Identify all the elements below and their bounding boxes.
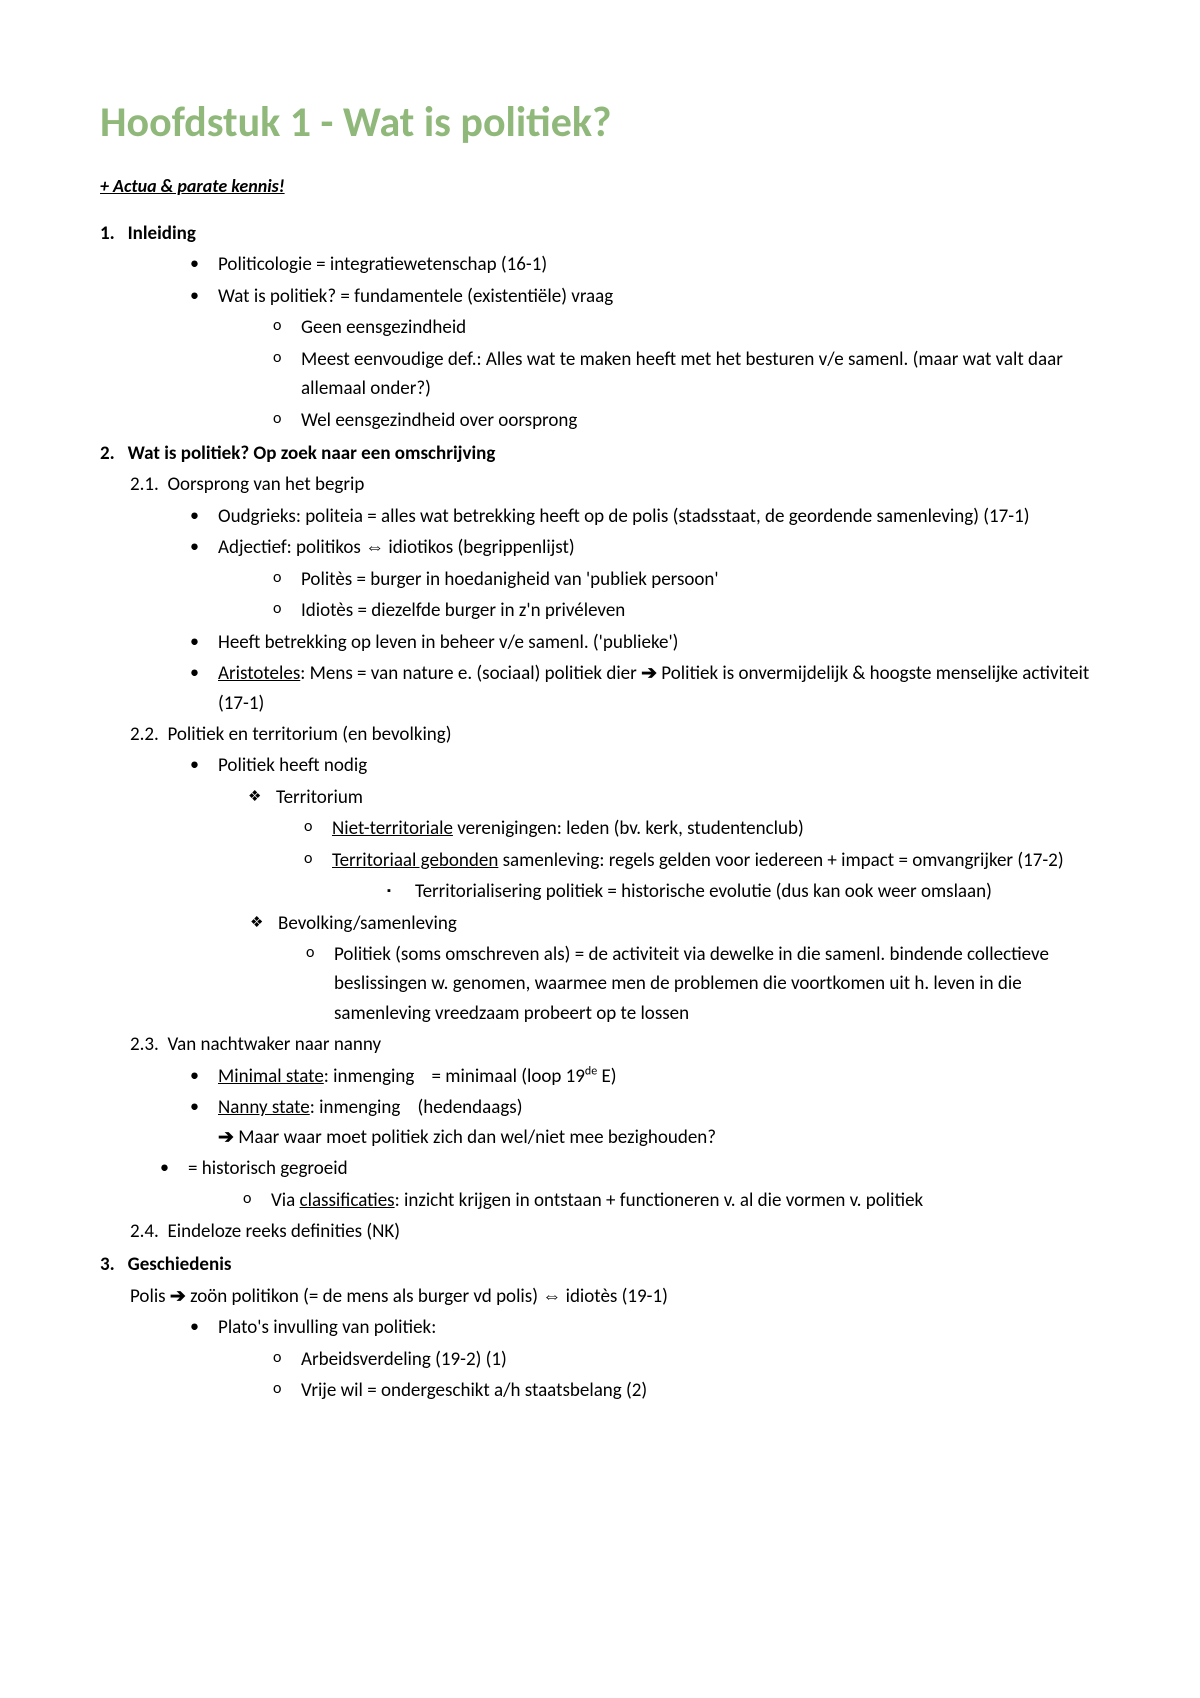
item-text: Adjectief: politikos ⇔ idiotikos (begrip… [218, 536, 575, 559]
sub-bullet-list: Politiek (soms omschreven als) = de acti… [278, 940, 1100, 1028]
sub-item: Via classificaties: inzicht krijgen in o… [243, 1186, 1100, 1215]
section-number: 2. [100, 442, 115, 465]
bullet-list: Politiek heeft nodig Territorium Niet-te… [130, 751, 1100, 906]
item-text: Politiek heeft nodig [218, 754, 367, 777]
sub-item: Geen eensgezindheid [273, 313, 1100, 342]
bullet-list: Oudgrieks: politeia = alles wat betrekki… [130, 502, 1100, 718]
item-text: : inzicht krijgen in ontstaan + function… [395, 1189, 924, 1212]
outline-list: 1. Inleiding Politicologie = integratiew… [100, 219, 1100, 1406]
list-item: Aristoteles: Mens = van nature e. (socia… [190, 659, 1100, 718]
item-text: : inmenging [310, 1096, 401, 1119]
sub-item: Niet-territoriale verenigingen: leden (b… [304, 814, 1100, 843]
sub-item: Arbeidsverdeling (19-2) (1) [273, 1345, 1100, 1374]
body-line: Polis ➔ zoön politikon (= de mens als bu… [100, 1282, 1100, 1311]
superscript: de [585, 1064, 597, 1078]
subsection-number: 2.2. [130, 723, 159, 746]
item-text: samenleving: regels gelden voor iedereen… [498, 849, 1063, 872]
sub-bullet-list: Via classificaties: inzicht krijgen in o… [188, 1186, 1100, 1215]
subtitle: + Actua & parate kennis! [100, 173, 1100, 201]
page-title: Hoofdstuk 1 - Wat is politiek? [100, 90, 1100, 155]
arrow-right-icon: ➔ [641, 662, 657, 685]
item-text: zoön politikon (= de mens als burger vd … [186, 1285, 668, 1308]
list-item: Minimal state: inmenging = minimaal (loo… [190, 1062, 1100, 1091]
sub-bullet-list: Arbeidsverdeling (19-2) (1) Vrije wil = … [218, 1345, 1100, 1406]
subsection-number: 2.1. [130, 473, 159, 496]
item-text: : Mens = van nature e. (sociaal) politie… [300, 662, 641, 685]
item-text: = historisch gegroeid [188, 1157, 348, 1180]
list-item: Politiek heeft nodig Territorium Niet-te… [190, 751, 1100, 906]
arrow-right-icon: ➔ [218, 1126, 234, 1149]
underline-text: Territoriaal gebonden [332, 849, 498, 872]
section-number: 3. [100, 1253, 115, 1276]
sub-item: Politès = burger in hoedanigheid van 'pu… [273, 565, 1100, 594]
item-text: Via [271, 1189, 300, 1212]
underline-text: Minimal state [218, 1065, 324, 1088]
sub-item: Territoriaal gebonden samenleving: regel… [304, 846, 1100, 907]
underline-text: Nanny state [218, 1096, 310, 1119]
section-title: Inleiding [128, 222, 196, 245]
bullet-list: Plato's invulling van politiek: Arbeidsv… [100, 1313, 1100, 1405]
sub-item: Wel eensgezindheid over oorsprong [273, 406, 1100, 435]
sub-item: Meest eenvoudige def.: Alles wat te make… [273, 345, 1100, 404]
underline-text: classificaties [300, 1189, 395, 1212]
item-text: = minimaal (loop 19 [432, 1065, 585, 1088]
list-item: Heeft betrekking op leven in beheer v/e … [190, 628, 1100, 657]
subsection-number: 2.3. [130, 1033, 159, 1056]
subsection-23: 2.3. Van nachtwaker naar nanny Minimal s… [100, 1030, 1100, 1215]
list-item: Adjectief: politikos ⇔ idiotikos (begrip… [190, 533, 1100, 625]
sub-bullet-list: Geen eensgezindheid Meest eenvoudige def… [218, 313, 1100, 435]
item-text: Territorium [276, 786, 363, 809]
bullet-list: Politicologie = integratiewetenschap (16… [100, 250, 1100, 435]
item-text: verenigingen: leden (bv. kerk, studenten… [453, 817, 804, 840]
item-text: E) [597, 1065, 616, 1088]
subsection-title: Politiek en territorium (en bevolking) [167, 723, 451, 746]
subsection-21: 2.1. Oorsprong van het begrip Oudgrieks:… [100, 470, 1100, 718]
underline-text: Aristoteles [218, 662, 300, 685]
diamond-item: Territorium Niet-territoriale vereniging… [248, 783, 1100, 907]
subsection-22: 2.2. Politiek en territorium (en bevolki… [100, 720, 1100, 1028]
sub-bullet-list: Politès = burger in hoedanigheid van 'pu… [218, 565, 1100, 626]
list-item: = historisch gegroeid Via classificaties… [160, 1154, 1100, 1215]
item-text: (hedendaags) [418, 1096, 523, 1119]
sub-item: Idiotès = diezelfde burger in z'n privél… [273, 596, 1100, 625]
section-2: 2. Wat is politiek? Op zoek naar een oms… [100, 439, 1100, 1246]
bullet-list: = historisch gegroeid Via classificaties… [130, 1154, 1100, 1215]
section-number: 1. [100, 222, 115, 245]
square-item: Territorialisering politiek = historisch… [387, 877, 1100, 906]
subsection-title: Eindeloze reeks definities (NK) [167, 1220, 400, 1243]
item-text: Polis [130, 1285, 170, 1308]
diamond-list: Territorium Niet-territoriale vereniging… [218, 783, 1100, 907]
section-title: Wat is politiek? Op zoek naar een omschr… [128, 442, 496, 465]
sub-item: Politiek (soms omschreven als) = de acti… [306, 940, 1100, 1028]
section-title: Geschiedenis [128, 1253, 232, 1276]
diamond-list: Bevolking/samenleving Politiek (soms oms… [130, 909, 1100, 1029]
subsection-24: 2.4. Eindeloze reeks definities (NK) [100, 1217, 1100, 1246]
item-text: Wat is politiek? = fundamentele (existen… [218, 285, 613, 308]
section-3: 3. Geschiedenis Polis ➔ zoön politikon (… [100, 1250, 1100, 1405]
item-text: Plato's invulling van politiek: [218, 1316, 436, 1339]
subsection-number: 2.4. [130, 1220, 159, 1243]
sub-bullet-list: Niet-territoriale verenigingen: leden (b… [276, 814, 1100, 906]
list-item: Politicologie = integratiewetenschap (16… [190, 250, 1100, 279]
bullet-list: Minimal state: inmenging = minimaal (loo… [130, 1062, 1100, 1152]
list-item: Oudgrieks: politeia = alles wat betrekki… [190, 502, 1100, 531]
sub-item: Vrije wil = ondergeschikt a/h staatsbela… [273, 1376, 1100, 1405]
section-1: 1. Inleiding Politicologie = integratiew… [100, 219, 1100, 435]
list-item: Plato's invulling van politiek: Arbeidsv… [190, 1313, 1100, 1405]
square-bullet-list: Territorialisering politiek = historisch… [332, 877, 1100, 906]
arrow-right-icon: ➔ [170, 1285, 186, 1308]
subsection-title: Oorsprong van het begrip [167, 473, 364, 496]
subsection-title: Van nachtwaker naar nanny [167, 1033, 381, 1056]
list-item: Wat is politiek? = fundamentele (existen… [190, 282, 1100, 435]
item-text: Maar waar moet politiek zich dan wel/nie… [234, 1126, 716, 1149]
list-item: Nanny state: inmenging (hedendaags) ➔ Ma… [190, 1093, 1100, 1152]
underline-text: Niet-territoriale [332, 817, 453, 840]
diamond-item: Bevolking/samenleving Politiek (soms oms… [250, 909, 1100, 1029]
item-text: Bevolking/samenleving [278, 912, 457, 935]
item-text: : inmenging [324, 1065, 415, 1088]
